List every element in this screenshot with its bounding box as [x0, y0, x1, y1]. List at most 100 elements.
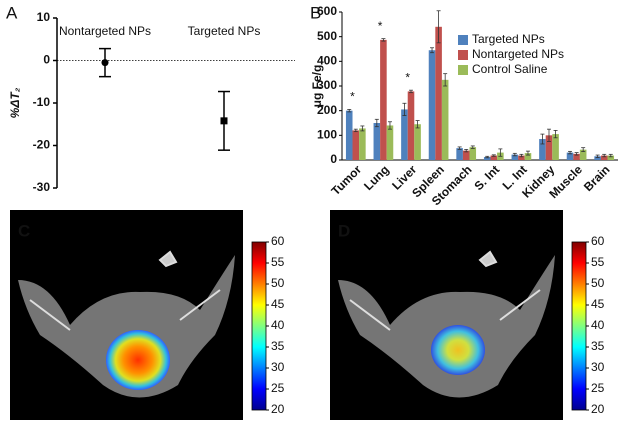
error-bar [374, 118, 379, 128]
error-bar [519, 153, 524, 158]
x-tick-label: Brain [581, 162, 613, 194]
bar [607, 155, 615, 160]
x-tick-label: Lung [361, 162, 392, 193]
colorbar-tick-label: 30 [591, 360, 605, 374]
colorbar [571, 241, 587, 411]
error-bar [553, 129, 558, 139]
colorbar-tick-label: 40 [591, 318, 605, 332]
colorbar-tick-label: 45 [271, 297, 285, 311]
panel-label: C [18, 221, 30, 240]
bar [441, 79, 449, 160]
panel-label: A [6, 3, 18, 22]
colorbar-tick-label: 60 [591, 234, 605, 248]
legend-swatch [458, 65, 468, 75]
legend-swatch [458, 50, 468, 60]
bar [539, 139, 546, 160]
error-bar [430, 47, 435, 54]
error-bar [568, 150, 573, 155]
bar [573, 153, 580, 160]
legend-label: Targeted NPs [472, 32, 545, 46]
y-tick-label: 100 [317, 128, 337, 142]
error-bar [581, 147, 586, 153]
tumor-overlay [106, 330, 170, 390]
error-bar [443, 73, 448, 87]
y-tick-label: -20 [33, 138, 51, 152]
significance-mark: * [405, 70, 410, 84]
error-bar [512, 152, 517, 157]
y-tick-label: 0 [330, 152, 337, 166]
y-tick-label: 600 [317, 4, 337, 18]
significance-mark: * [378, 19, 383, 33]
bar [483, 157, 491, 160]
colorbar-tick-label: 25 [591, 381, 605, 395]
y-tick-label: 500 [317, 29, 337, 43]
colorbar-tick-label: 20 [271, 402, 285, 416]
panel-label: B [310, 3, 321, 22]
category-label: Targeted NPs [188, 24, 261, 38]
colorbar-tick-label: 50 [271, 276, 285, 290]
colorbar-tick-label: 20 [591, 402, 605, 416]
bar [380, 39, 387, 160]
error-bar [381, 38, 386, 42]
bar [462, 150, 470, 160]
bar [414, 124, 421, 160]
x-tick-label: S. Int [472, 162, 503, 193]
error-bar [436, 10, 441, 44]
y-tick-label: 300 [317, 78, 337, 92]
bar [401, 109, 408, 160]
error-bar [540, 133, 545, 145]
error-bar [574, 152, 579, 156]
bar [545, 135, 553, 160]
colorbar-tick-label: 35 [271, 339, 285, 353]
significance-mark: * [350, 90, 355, 104]
bar [407, 91, 415, 160]
y-tick-label: -30 [33, 180, 51, 194]
error-bar [409, 89, 413, 94]
bar [511, 154, 519, 160]
colorbar-tick-label: 55 [271, 255, 285, 269]
tissue-texture [29, 250, 221, 331]
error-bar [485, 155, 490, 159]
legend-label: Nontargeted NPs [472, 47, 564, 61]
bar [566, 152, 574, 160]
y-tick-label: 0 [43, 53, 50, 67]
bar [552, 134, 559, 160]
category-label: Nontargeted NPs [59, 24, 151, 38]
data-point [101, 59, 109, 67]
error-bar [457, 146, 462, 150]
colorbar-tick-label: 30 [271, 360, 285, 374]
y-tick-label: 200 [317, 103, 337, 117]
error-bar [525, 150, 530, 156]
bar [524, 153, 532, 160]
bar [386, 125, 394, 160]
y-tick-label: 10 [37, 10, 51, 24]
bar [345, 110, 353, 160]
error-bar [387, 121, 392, 130]
error-bar [470, 145, 475, 149]
colorbar-tick-label: 55 [591, 255, 605, 269]
colorbar [251, 241, 267, 411]
panel-label: D [338, 221, 350, 240]
error-bar [347, 109, 352, 113]
y-axis-label: μg Fe/g [310, 65, 324, 108]
bar [456, 148, 463, 160]
colorbar-tick-label: 60 [271, 234, 285, 248]
tumor-overlay [431, 325, 485, 375]
bar [359, 128, 366, 160]
error-bar [415, 120, 420, 129]
error-bar [491, 154, 496, 157]
bar [469, 147, 477, 160]
y-tick-label: -10 [33, 95, 51, 109]
error-bar [547, 128, 551, 142]
bar [373, 123, 381, 160]
error-bar [608, 153, 613, 158]
colorbar-tick-label: 40 [271, 318, 285, 332]
error-bar [360, 125, 365, 132]
tissue [18, 255, 235, 398]
bar [579, 149, 587, 160]
legend-label: Control Saline [472, 62, 548, 76]
error-bar [353, 128, 358, 133]
bar [435, 26, 442, 160]
bar [352, 130, 360, 160]
